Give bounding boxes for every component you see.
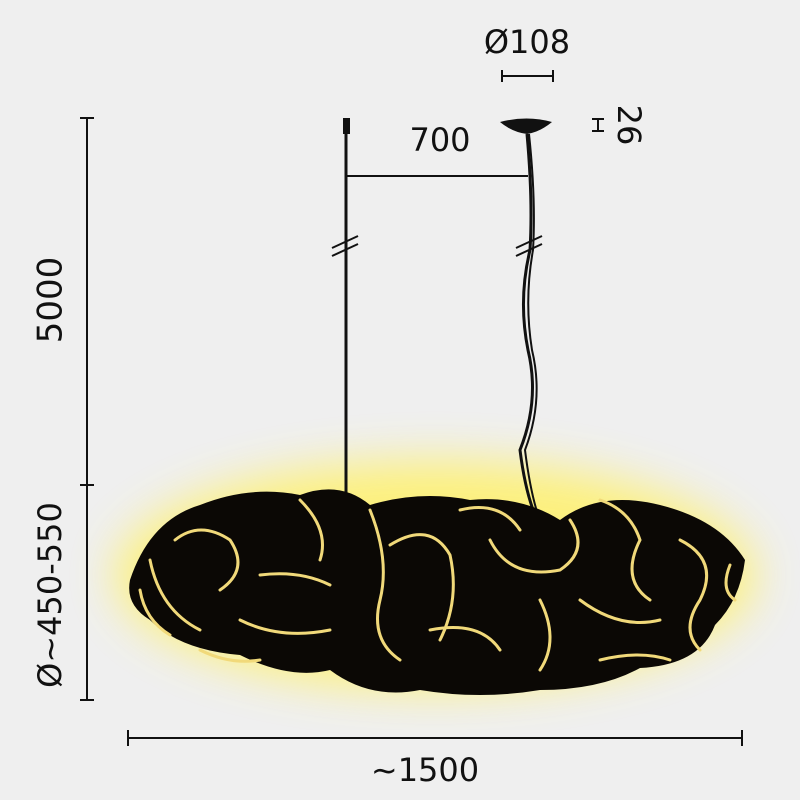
cord-spacing-label: 700 xyxy=(409,121,470,159)
canopy-height-label: 26 xyxy=(610,105,648,146)
cloud-shade xyxy=(129,489,745,695)
cords xyxy=(343,118,552,516)
shade-diameter-label: Ø~450-550 xyxy=(31,502,69,688)
canopy-diameter-label: Ø108 xyxy=(484,23,570,61)
cord-length-label: 5000 xyxy=(31,257,71,344)
total-width-label: ~1500 xyxy=(371,751,479,789)
dimension-lines xyxy=(80,70,743,746)
